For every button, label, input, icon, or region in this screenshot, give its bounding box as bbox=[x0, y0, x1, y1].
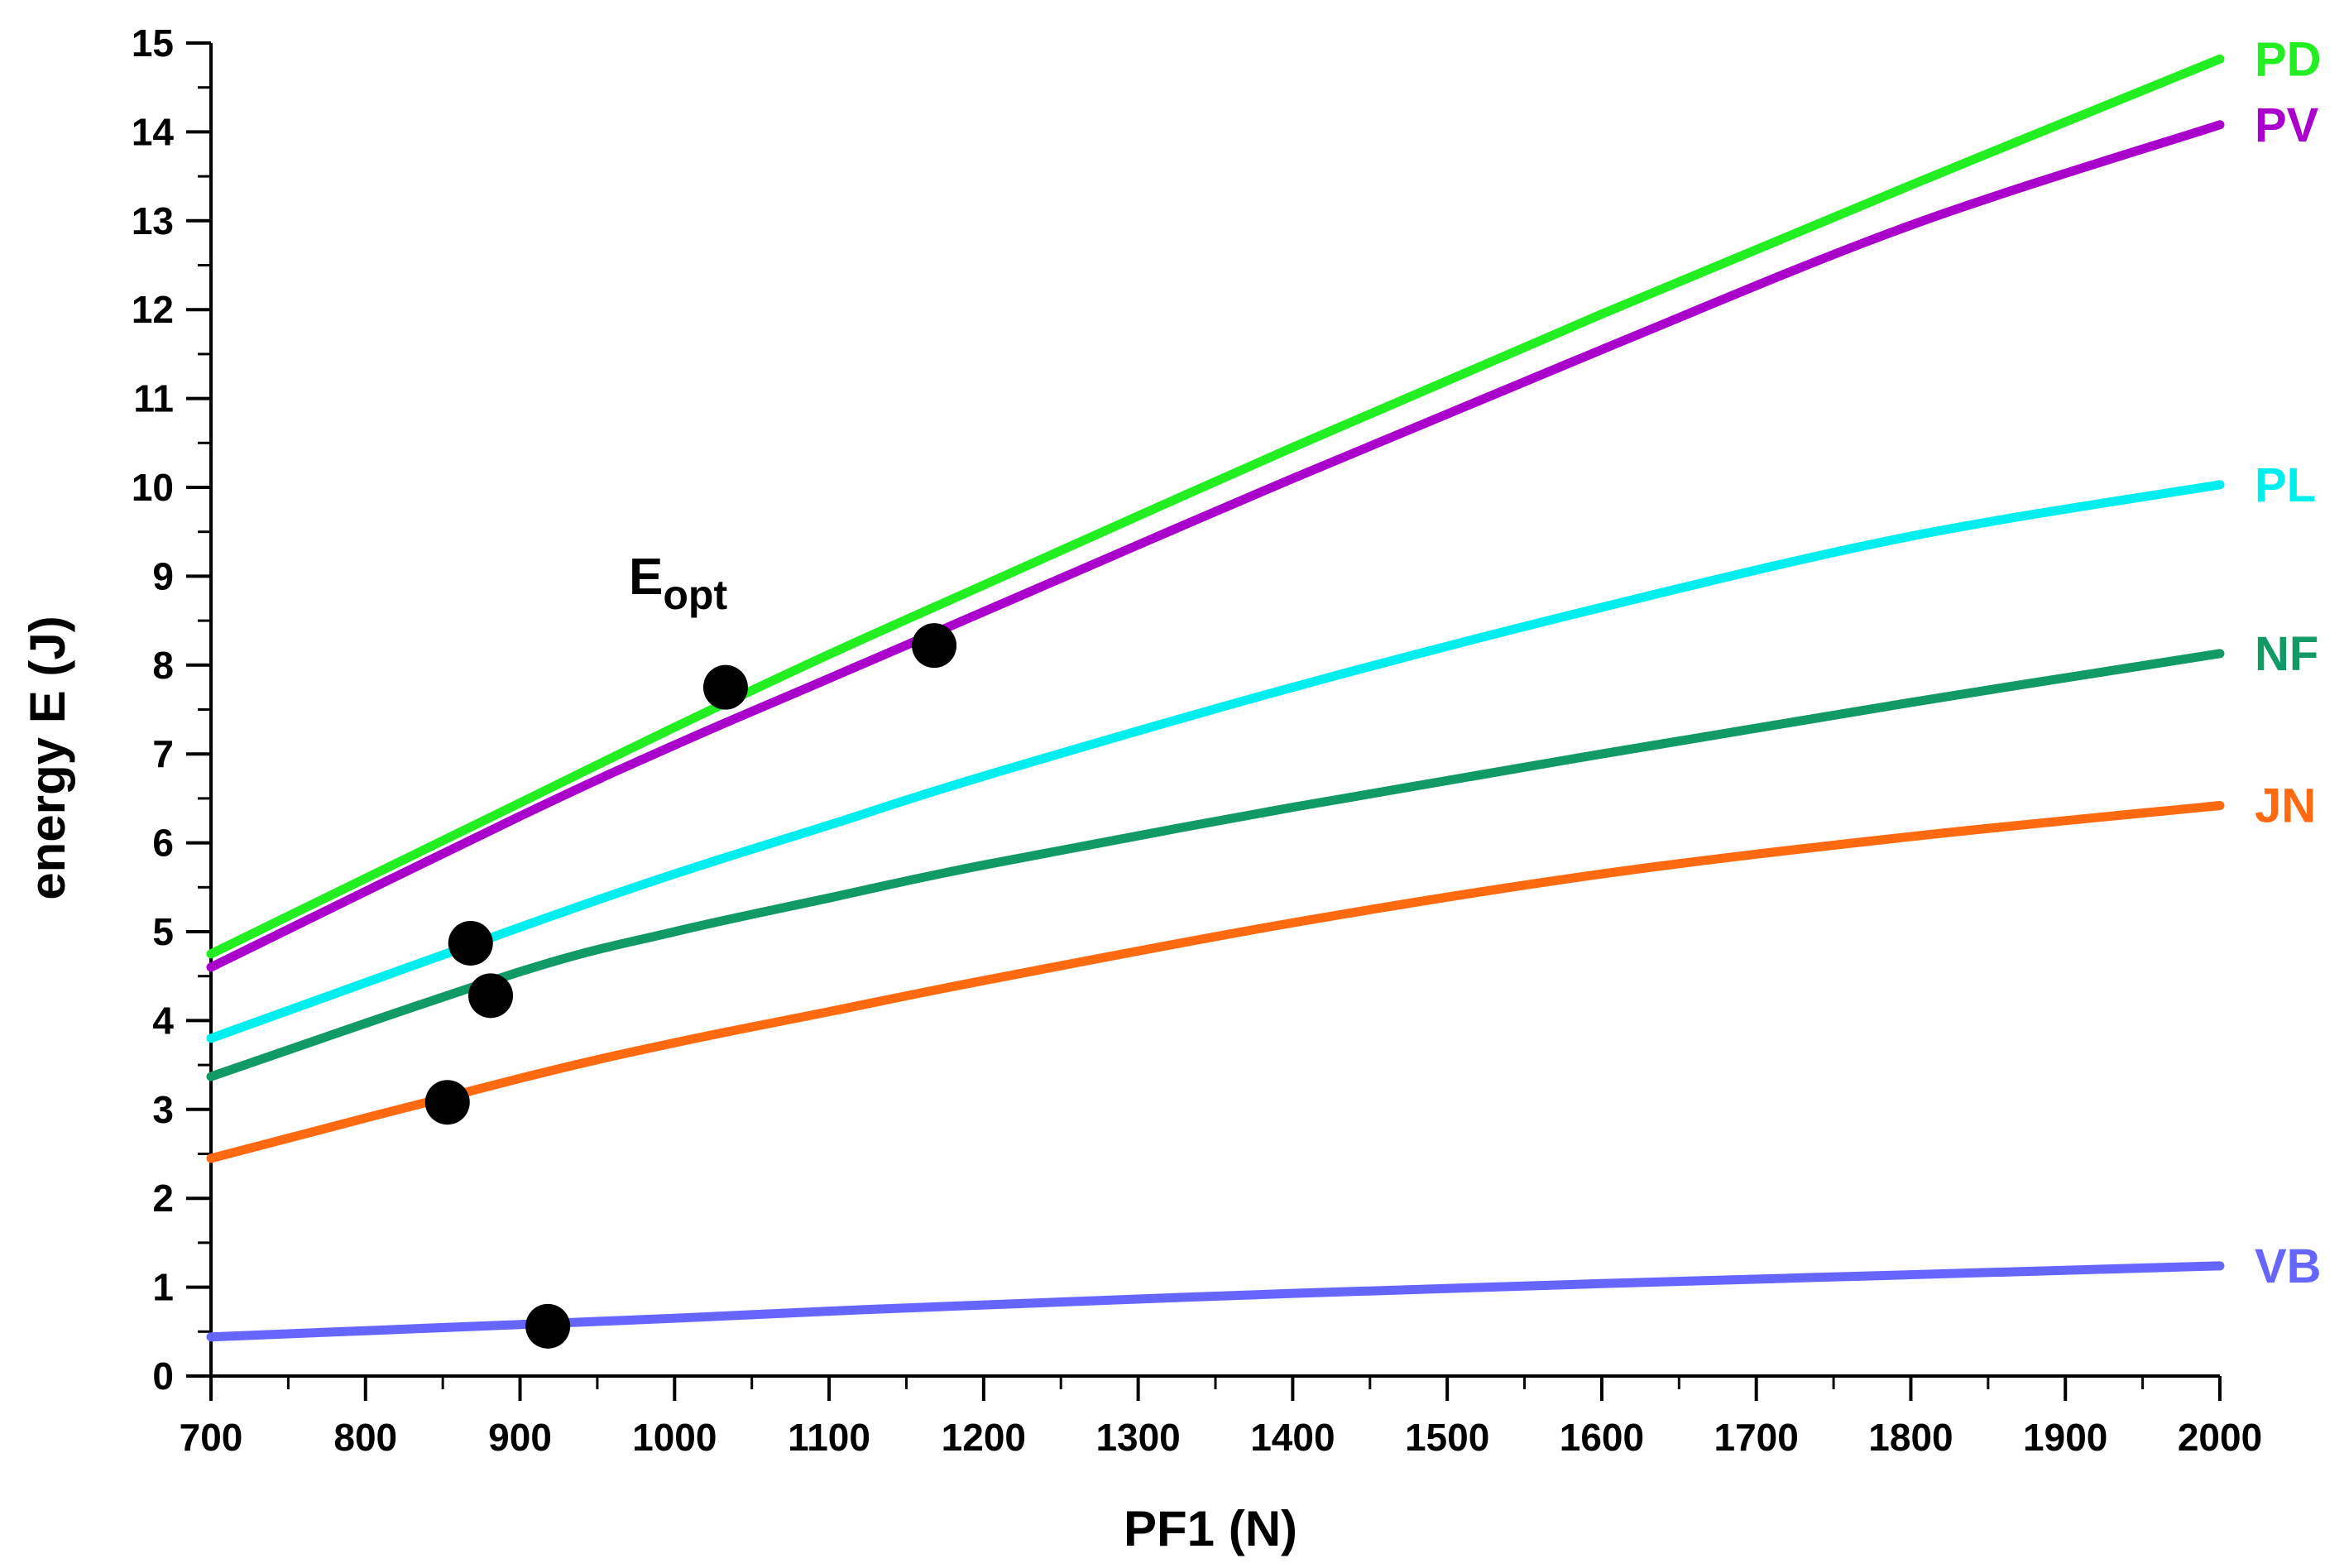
series-label-pv: PV bbox=[2255, 98, 2319, 152]
x-tick-label: 1400 bbox=[1250, 1416, 1335, 1459]
x-tick-label: 1900 bbox=[2023, 1416, 2107, 1459]
y-tick-label: 5 bbox=[152, 910, 174, 953]
series-label-pd: PD bbox=[2255, 32, 2322, 86]
y-tick-label: 9 bbox=[152, 554, 174, 597]
x-tick-label: 900 bbox=[488, 1416, 552, 1459]
y-tick-label: 1 bbox=[152, 1266, 174, 1309]
optimum-point-nf bbox=[468, 973, 514, 1019]
series-lines bbox=[206, 54, 2225, 1342]
optimum-markers bbox=[424, 623, 957, 1349]
series-line-jn bbox=[206, 800, 2225, 1163]
x-tick-label: 2000 bbox=[2178, 1416, 2262, 1459]
y-tick-label: 12 bbox=[132, 288, 174, 331]
series-line-vb bbox=[206, 1261, 2225, 1342]
eopt-annotation: Eopt bbox=[629, 549, 727, 618]
y-tick-label: 4 bbox=[152, 999, 174, 1042]
optimum-point-pv bbox=[912, 623, 957, 669]
series-labels: PD PV PL NF JN VB bbox=[2255, 32, 2322, 1292]
x-tick-label: 1700 bbox=[1714, 1416, 1799, 1459]
y-tick-label: 14 bbox=[132, 110, 175, 153]
series-line-nf bbox=[206, 649, 2225, 1081]
series-line-pl bbox=[206, 480, 2225, 1043]
x-tick-label: 1200 bbox=[942, 1416, 1026, 1459]
series-label-jn: JN bbox=[2255, 779, 2316, 832]
y-tick-label: 3 bbox=[152, 1088, 174, 1131]
eopt-subscript: opt bbox=[663, 572, 727, 618]
series-line-pv bbox=[206, 120, 2225, 972]
x-tick-label: 1300 bbox=[1095, 1416, 1180, 1459]
optimum-point-pl bbox=[448, 920, 493, 966]
x-tick-label: 1600 bbox=[1560, 1416, 1644, 1459]
x-tick-label: 1800 bbox=[1868, 1416, 1953, 1459]
optimum-point-jn bbox=[424, 1080, 470, 1125]
y-tick-label: 7 bbox=[152, 732, 174, 775]
series-line-pd bbox=[206, 54, 2225, 959]
y-tick-label: 8 bbox=[152, 644, 174, 687]
series-label-nf: NF bbox=[2255, 627, 2318, 681]
y-axis-title: energy E (J) bbox=[20, 616, 75, 899]
series-label-vb: VB bbox=[2255, 1240, 2322, 1293]
y-tick-label: 13 bbox=[132, 199, 174, 242]
x-axis-title: PF1 (N) bbox=[1124, 1501, 1297, 1556]
y-tick-label: 10 bbox=[132, 466, 174, 509]
x-tick-label: 1100 bbox=[788, 1416, 870, 1459]
eopt-main: E bbox=[629, 549, 663, 606]
optimum-point-pd bbox=[702, 664, 748, 710]
series-label-pl: PL bbox=[2255, 458, 2316, 512]
optimum-point-vb bbox=[525, 1303, 571, 1349]
x-tick-label: 1500 bbox=[1405, 1416, 1489, 1459]
y-tick-label: 6 bbox=[152, 822, 174, 865]
x-tick-label: 700 bbox=[180, 1416, 243, 1459]
y-tick-label: 2 bbox=[152, 1177, 174, 1220]
y-tick-label: 11 bbox=[133, 377, 174, 420]
y-tick-label: 0 bbox=[152, 1355, 174, 1398]
y-tick-label: 15 bbox=[132, 22, 174, 65]
x-tick-label: 1000 bbox=[632, 1416, 717, 1459]
x-ticks: 700 800 900 1000 1100 1200 1300 1400 1500 1600 170… bbox=[180, 1376, 2262, 1459]
x-tick-label: 800 bbox=[333, 1416, 397, 1459]
